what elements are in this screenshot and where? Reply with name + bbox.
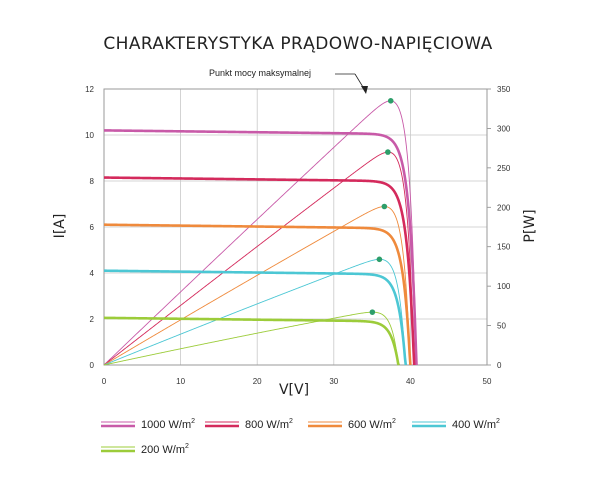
- chart-title: CHARAKTERYSTYKA PRĄDOWO-NAPIĘCIOWA: [103, 34, 492, 54]
- power-curve: [103, 100, 417, 366]
- power-curve: [103, 206, 411, 366]
- y-right-tick-label: 50: [497, 322, 506, 331]
- legend-label-superscript: 2: [289, 418, 293, 425]
- legend-label: 400 W/m2: [452, 418, 500, 431]
- max-power-point: [369, 309, 376, 315]
- y-left-tick-label: 0: [90, 361, 95, 370]
- power-curve: [103, 258, 407, 366]
- x-tick-label: 30: [329, 377, 338, 386]
- x-tick-label: 10: [176, 377, 185, 386]
- x-tick-label: 20: [253, 377, 262, 386]
- annotation: Punkt mocy maksymalnej: [209, 68, 368, 94]
- legend-label: 1000 W/m2: [141, 418, 195, 431]
- current-curve: [103, 223, 412, 366]
- y-right-tick-label: 150: [497, 243, 511, 252]
- max-power-point: [387, 98, 394, 104]
- current-curve: [103, 129, 418, 366]
- annotation-label: Punkt mocy maksymalnej: [209, 68, 311, 78]
- axes: [103, 88, 491, 366]
- y-right-tick-label: 200: [497, 203, 511, 212]
- y-left-tick-label: 8: [90, 177, 95, 186]
- current-curve: [103, 316, 401, 366]
- y-right-tick-label: 0: [497, 361, 502, 370]
- y-right-tick-label: 100: [497, 282, 511, 291]
- y-right-tick-label: 250: [497, 164, 511, 173]
- y-left-tick-label: 2: [90, 315, 95, 324]
- legend-label-superscript: 2: [185, 443, 189, 450]
- tick-labels: 0 10 20 30 40 50 0 2 4 6 8 10 12 0 50 100 150 200 250 300 35…: [85, 85, 511, 386]
- x-tick-label: 0: [102, 377, 107, 386]
- legend-label: 600 W/m2: [348, 418, 396, 431]
- y-left-tick-label: 6: [90, 223, 95, 232]
- legend-label-superscript: 2: [191, 418, 195, 425]
- current-curve: [103, 176, 416, 366]
- y-right-tick-label: 350: [497, 85, 511, 94]
- y-axis-right-label: P[W]: [522, 209, 538, 242]
- power-curves: [103, 100, 417, 366]
- annotation-arrowhead: [361, 86, 368, 94]
- y-left-tick-label: 12: [85, 85, 94, 94]
- max-power-point: [376, 256, 383, 263]
- x-tick-label: 50: [483, 377, 492, 386]
- legend: 1000 W/m2 800 W/m2 600 W/m2 400 W/m2 200 W/m…: [101, 418, 500, 456]
- x-axis-label: V[V]: [279, 382, 309, 398]
- max-power-point: [385, 149, 391, 155]
- current-curves: [103, 129, 418, 366]
- y-left-tick-label: 4: [90, 269, 95, 278]
- plot-frame: [103, 88, 488, 366]
- power-curve: [103, 311, 400, 366]
- legend-label: 800 W/m2: [245, 418, 293, 431]
- current-curve: [103, 269, 408, 366]
- legend-label-superscript: 2: [496, 418, 500, 425]
- y-left-tick-label: 10: [85, 131, 94, 140]
- max-power-point: [381, 203, 388, 210]
- legend-label: 200 W/m2: [141, 443, 189, 456]
- legend-label-superscript: 2: [392, 418, 396, 425]
- y-right-tick-label: 300: [497, 124, 511, 133]
- x-tick-label: 40: [406, 377, 415, 386]
- y-axis-left-label: I[A]: [52, 214, 68, 239]
- power-curve: [103, 151, 415, 366]
- max-power-points: [369, 98, 394, 315]
